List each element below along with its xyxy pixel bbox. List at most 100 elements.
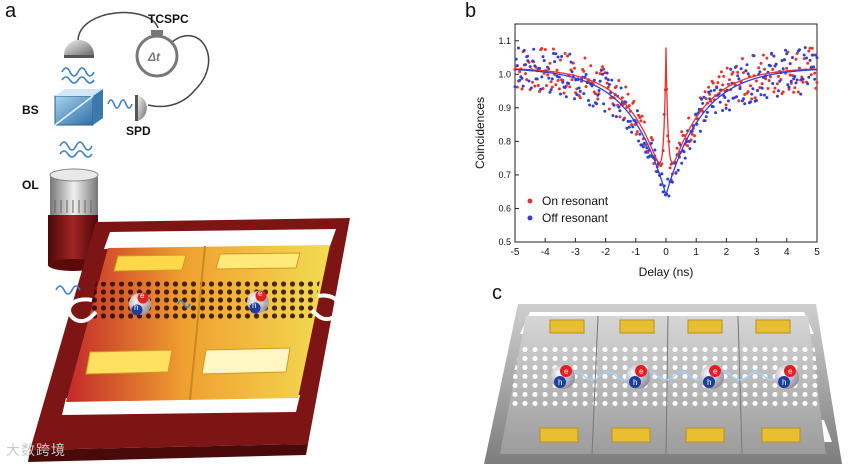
data-point [550, 85, 554, 89]
data-point [689, 138, 693, 142]
data-point [754, 99, 758, 102]
data-point [599, 68, 603, 72]
data-point [649, 136, 653, 139]
data-point [743, 93, 747, 96]
data-point [775, 94, 779, 98]
data-point [773, 86, 777, 90]
data-point [723, 96, 727, 99]
data-point [546, 73, 550, 77]
data-point [546, 65, 550, 69]
data-point [597, 89, 601, 92]
plot-area: -5 -4 -3 -2 -1 0 1 2 3 4 5 0.5 0.6 0.7 0.8 0.9 1.0 1.1 [498, 23, 820, 258]
data-point [682, 133, 686, 137]
data-point [771, 82, 775, 85]
data-point [800, 75, 804, 79]
data-point [702, 95, 706, 99]
data-point [759, 61, 763, 65]
data-point [618, 109, 622, 113]
x-tick-label: 3 [754, 247, 760, 258]
data-point [813, 71, 817, 75]
data-point [701, 101, 705, 105]
data-point [659, 183, 663, 187]
data-point [531, 80, 534, 84]
data-point [787, 87, 791, 91]
y-tick-label: 1.0 [498, 69, 511, 79]
photon-wavepacket-side-icon [107, 99, 133, 109]
data-point [815, 81, 819, 84]
data-point [601, 72, 604, 76]
data-point [536, 84, 540, 87]
gold-pad [215, 252, 301, 270]
data-point [638, 132, 642, 136]
data-point [606, 85, 610, 89]
fit-curve-off [515, 68, 817, 198]
data-point [778, 79, 782, 83]
data-point [642, 141, 646, 145]
data-point [794, 81, 798, 85]
data-point [814, 53, 818, 57]
photon-wavepacket-top-icon [61, 67, 95, 84]
data-point [532, 47, 536, 51]
data-point [764, 77, 768, 81]
data-point [538, 66, 541, 70]
data-point [782, 58, 786, 62]
data-point [661, 190, 665, 194]
data-point [573, 66, 576, 70]
data-point [711, 105, 715, 109]
data-point [605, 71, 609, 75]
data-point [675, 146, 679, 150]
data-point [732, 96, 736, 100]
data-point [711, 81, 715, 85]
data-point [525, 55, 529, 59]
data-point [539, 87, 543, 91]
x-tick-label: -2 [601, 247, 610, 258]
data-point [768, 75, 772, 79]
data-point [791, 74, 794, 77]
data-point [644, 150, 648, 154]
data-point [676, 168, 680, 172]
data-point [526, 59, 530, 63]
exciton-c1-icon [551, 365, 575, 389]
data-point [781, 90, 785, 94]
data-point [520, 76, 524, 80]
exciton-c4-h: h [782, 378, 786, 387]
data-point [721, 83, 725, 87]
data-point [746, 90, 750, 94]
data-point [761, 53, 765, 57]
data-point [716, 81, 720, 85]
data-point [574, 78, 578, 82]
data-point [784, 48, 787, 52]
waveguide-loop [67, 297, 98, 323]
data-point [569, 60, 573, 64]
data-point [724, 103, 728, 107]
data-point [625, 126, 629, 130]
data-point [577, 86, 581, 90]
data-point [522, 48, 526, 52]
data-point [571, 61, 575, 65]
data-point [794, 57, 798, 61]
x-tick-label: -3 [571, 247, 580, 258]
x-tick-label: 2 [724, 247, 730, 258]
top-detector-icon [64, 40, 94, 58]
panel-a: a [0, 0, 360, 466]
data-point [598, 72, 602, 76]
data-point [527, 79, 531, 83]
data-point [810, 53, 814, 57]
data-point [556, 78, 560, 82]
data-point [666, 177, 670, 181]
data-point [812, 65, 815, 69]
data-point [726, 99, 730, 103]
data-point [707, 90, 711, 94]
data-point [610, 78, 614, 82]
y-tick-label: 0.5 [498, 237, 511, 247]
data-point [524, 63, 527, 67]
data-point [798, 48, 801, 52]
data-point [746, 72, 750, 76]
data-points [513, 46, 819, 198]
data-point [753, 96, 757, 100]
data-point [557, 87, 561, 91]
data-point [648, 154, 652, 158]
data-point [810, 46, 814, 50]
data-point [712, 88, 716, 92]
data-point [517, 46, 520, 50]
